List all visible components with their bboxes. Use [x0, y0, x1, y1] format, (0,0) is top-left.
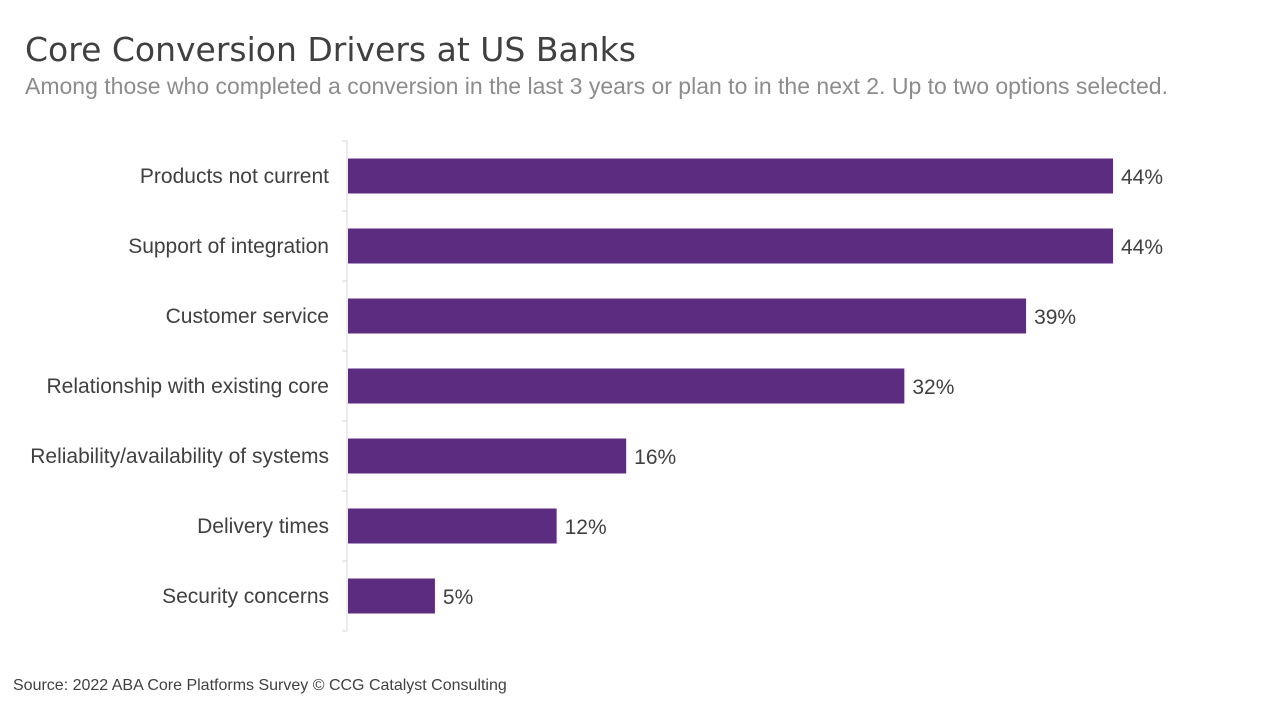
data-label: 5%: [443, 586, 473, 609]
category-label: Support of integration: [128, 235, 329, 258]
category-label: Relationship with existing core: [47, 375, 329, 398]
bar: [348, 508, 557, 544]
data-label: 44%: [1121, 166, 1163, 189]
category-label: Customer service: [166, 305, 329, 328]
data-label: 16%: [634, 446, 676, 469]
data-label: 44%: [1121, 236, 1163, 259]
data-label: 32%: [912, 376, 954, 399]
category-label: Products not current: [140, 165, 329, 188]
bar: [348, 578, 435, 614]
category-label: Delivery times: [197, 515, 329, 538]
bar: [348, 298, 1027, 334]
bar: [348, 158, 1113, 194]
bar: [348, 228, 1113, 264]
chart-subtitle: Among those who completed a conversion i…: [25, 73, 1168, 99]
chart-title: Core Conversion Drivers at US Banks: [25, 30, 636, 69]
data-label: 12%: [565, 516, 607, 539]
source-note: Source: 2022 ABA Core Platforms Survey ©…: [13, 677, 507, 694]
bar: [348, 438, 627, 474]
category-label: Reliability/availability of systems: [30, 445, 329, 468]
category-label: Security concerns: [162, 585, 329, 608]
data-label: 39%: [1034, 306, 1076, 329]
bar: [348, 368, 905, 404]
